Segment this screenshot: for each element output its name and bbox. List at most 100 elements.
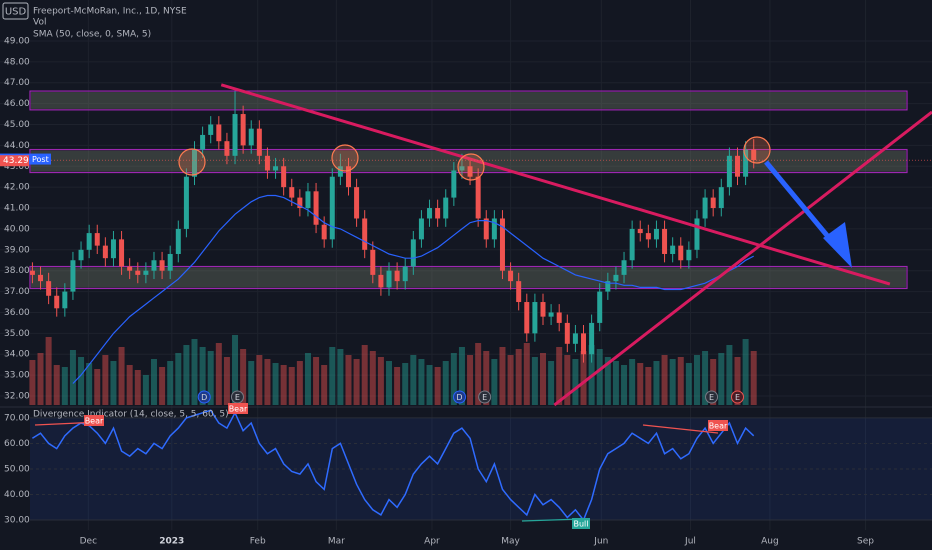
volume-bar [604,357,611,405]
volume-bar [102,355,109,405]
bull-label: Bull [573,520,588,529]
volume-bar [491,359,498,405]
volume-bar [418,359,425,405]
volume-bar [515,349,522,405]
volume-bar [159,367,166,405]
y-tick-label: 43.00 [4,162,30,172]
volume-bar [669,359,676,405]
volume-bar [361,345,368,405]
candle-body [402,266,408,282]
candle-body [54,295,60,309]
volume-bar [240,349,247,405]
candle-body [516,281,522,303]
candle-body [86,233,92,250]
event-marker [705,390,719,404]
currency-box[interactable] [2,2,29,20]
x-tick-label: 2023 [159,537,184,547]
candle-body [427,208,433,219]
candle-body [313,191,319,225]
volume-bar [402,363,409,405]
trendline [220,83,891,286]
volume-bar [645,367,652,405]
trendline [553,110,932,407]
candle-body [370,249,376,275]
volume-bar [693,355,700,405]
candle-body [564,322,570,344]
y-tick-label: 41.00 [4,204,30,214]
volume-bar [110,361,117,405]
volume-bar [167,361,174,405]
candle-body [216,124,222,142]
volume-bar [434,367,441,405]
volume-bar [726,345,733,405]
candle-body [443,197,449,219]
highlight-circle [331,144,359,172]
oscillator-line [32,409,755,522]
candle-body [321,224,327,240]
x-tick-label: Aug [761,537,779,547]
volume-bar [450,353,457,405]
price-zone-fill [31,92,906,109]
volume-bar [386,361,393,405]
candle-body [670,245,676,254]
y-tick-label: 33.00 [4,371,30,381]
candle-body [548,312,554,317]
candle-body [418,218,424,240]
x-tick-label: Dec [80,537,97,547]
volume-bar [29,360,36,405]
volume-bar [207,351,214,405]
oscillator-label: Divergence Indicator (14, close, 5, 5, 6… [33,410,229,420]
price-zone [29,90,908,111]
volume-bar [329,347,336,405]
volume-bar [280,365,287,405]
x-tick-label: May [501,537,520,547]
volume-bar [256,355,263,405]
volume-bar [304,353,311,405]
candle-body [435,208,441,219]
event-label: D [201,393,207,402]
volume-bar [750,351,757,405]
post-price-label: 43.29 [3,156,29,166]
candle-body [394,270,400,282]
volume-bar [742,339,749,405]
y-tick-label: 48.00 [4,57,30,67]
divergence-line [642,424,719,434]
candle-body [386,270,392,288]
highlight-circle [457,153,485,181]
volume-bar [596,349,603,405]
candle-body [734,155,740,177]
bear-label: Bear [229,405,248,414]
volume-bar [345,355,352,405]
volume-bar [507,355,514,405]
volume-bar [499,347,506,405]
volume-bar [134,370,141,405]
candle-body [597,291,603,323]
price-zone-fill [31,267,906,288]
candle-body [589,322,595,355]
candle-body [653,228,659,240]
volume-bar [548,361,555,405]
volume-bar [288,367,295,405]
event-label: E [709,393,714,402]
candle-body [475,176,481,219]
y-tick-label: 36.00 [4,308,30,318]
candle-body [645,233,651,240]
candle-body [151,260,157,271]
volume-bar [661,355,668,405]
candle-body [499,218,505,271]
y-tick-label: 44.00 [4,141,30,151]
candle-body [540,302,546,317]
price-zone [29,265,908,290]
y-tick-label: 37.00 [4,287,30,297]
candle-body [167,253,173,271]
volume-bar [37,353,44,405]
event-label: E [235,393,240,402]
candle-body [297,197,303,209]
candle-body [135,270,141,275]
volume-bar [45,337,52,405]
candle-body [256,128,262,156]
y-tick-label: 39.00 [4,245,30,255]
candle-body [281,166,287,188]
x-tick-label: Feb [250,537,266,547]
candle-body [621,260,627,275]
